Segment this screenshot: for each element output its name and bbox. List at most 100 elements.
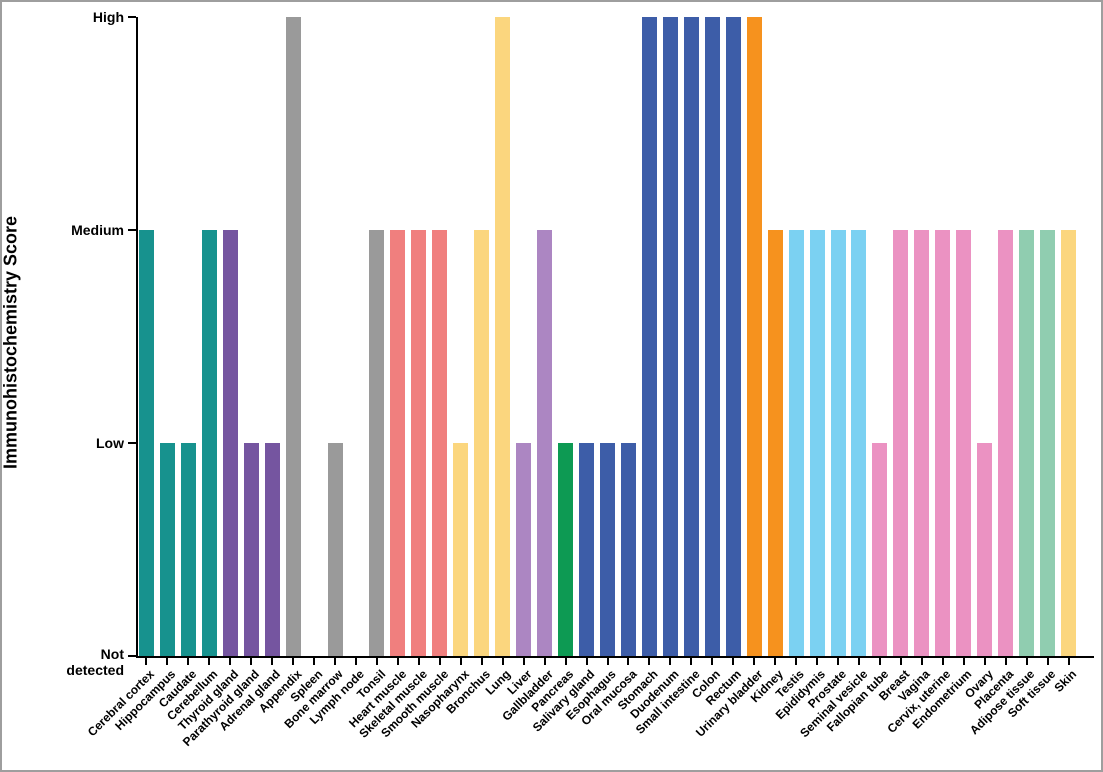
- x-tick: [627, 658, 630, 665]
- bar-smooth-muscle: [432, 230, 448, 656]
- bar-salivary-gland: [579, 443, 595, 656]
- x-tick: [857, 658, 860, 665]
- x-tick: [501, 658, 504, 665]
- x-tick: [1004, 658, 1007, 665]
- bar-bronchus: [474, 230, 490, 656]
- bar-cerebellum: [201, 230, 217, 656]
- y-tick: [128, 655, 136, 657]
- x-tick: [774, 658, 777, 665]
- bar-appendix: [285, 17, 301, 656]
- x-tick: [292, 658, 295, 665]
- y-tick: [128, 442, 136, 444]
- y-tick-label: High: [92, 8, 124, 25]
- x-tick: [564, 658, 567, 665]
- bar-duodenum: [662, 17, 678, 656]
- bar-skeletal-muscle: [411, 230, 427, 656]
- x-tick: [166, 658, 169, 665]
- bar-bone-marrow: [327, 443, 343, 656]
- bar-tonsil: [369, 230, 385, 656]
- bar-colon: [704, 17, 720, 656]
- x-tick: [313, 658, 316, 665]
- bar-heart-muscle: [390, 230, 406, 656]
- bar-rectum: [725, 17, 741, 656]
- bar-small-intestine: [683, 17, 699, 656]
- x-tick: [229, 658, 232, 665]
- bar-seminal-vesicle: [851, 230, 867, 656]
- x-tick: [187, 658, 190, 665]
- x-tick: [355, 658, 358, 665]
- x-tick: [899, 658, 902, 665]
- bar-epididymis: [809, 230, 825, 656]
- x-tick: [941, 658, 944, 665]
- y-tick: [128, 16, 136, 18]
- bar-placenta: [998, 230, 1014, 656]
- bar-nasopharynx: [453, 443, 469, 656]
- bar-soft-tissue: [1040, 230, 1056, 656]
- x-tick: [145, 658, 148, 665]
- x-tick: [543, 658, 546, 665]
- x-tick: [1025, 658, 1028, 665]
- y-tick-label: Low: [96, 434, 124, 451]
- bar-pancreas: [558, 443, 574, 656]
- bar-vagina: [914, 230, 930, 656]
- y-axis-title: Immunohistochemistry Score: [0, 215, 21, 470]
- bar-hippocampus: [159, 443, 175, 656]
- bar-adipose-tissue: [1019, 230, 1035, 656]
- x-tick: [271, 658, 274, 665]
- x-tick: [816, 658, 819, 665]
- x-tick: [711, 658, 714, 665]
- x-tick: [250, 658, 253, 665]
- x-tick-label: Skin: [1051, 667, 1080, 695]
- x-tick: [375, 658, 378, 665]
- x-tick: [438, 658, 441, 665]
- bar-endometrium: [956, 230, 972, 656]
- x-tick: [690, 658, 693, 665]
- y-axis-line: [136, 17, 138, 658]
- bar-esophagus: [600, 443, 615, 656]
- bar-parathyroid-gland: [243, 443, 259, 656]
- x-tick: [480, 658, 483, 665]
- x-tick: [837, 658, 839, 665]
- bar-thyroid-gland: [222, 230, 238, 656]
- y-tick-label: Not detected: [66, 645, 124, 678]
- x-tick: [1046, 658, 1049, 665]
- bar-stomach: [641, 17, 657, 656]
- bar-ovary: [977, 443, 993, 656]
- bar-lung: [495, 17, 511, 656]
- x-tick: [983, 658, 986, 665]
- y-tick-label: Medium: [71, 221, 124, 238]
- x-tick: [795, 658, 798, 665]
- bar-adrenal-gland: [264, 443, 280, 656]
- x-tick: [417, 658, 420, 665]
- bar-breast: [893, 230, 909, 656]
- x-tick: [606, 658, 609, 665]
- x-tick: [459, 658, 462, 665]
- x-tick: [920, 658, 923, 665]
- x-tick: [396, 658, 399, 665]
- bar-prostate: [830, 230, 846, 656]
- x-tick: [1067, 658, 1070, 665]
- bar-gallbladder: [537, 230, 553, 656]
- x-tick: [648, 658, 651, 665]
- y-tick: [128, 229, 136, 231]
- bar-urinary-bladder: [746, 17, 762, 656]
- bar-oral-mucosa: [620, 443, 636, 656]
- x-tick: [334, 658, 337, 665]
- x-tick: [669, 658, 672, 665]
- x-tick: [962, 658, 965, 665]
- x-tick: [522, 658, 525, 665]
- x-tick: [585, 658, 588, 665]
- x-tick: [208, 658, 211, 665]
- bar-caudate: [180, 443, 196, 656]
- bar-skin: [1061, 230, 1077, 656]
- bar-liver: [516, 443, 532, 656]
- x-tick: [732, 658, 735, 665]
- bar-fallopian-tube: [872, 443, 888, 656]
- x-axis-line: [136, 656, 1094, 658]
- bar-cervix-uterine: [935, 230, 951, 656]
- bar-cerebral-cortex: [138, 230, 154, 656]
- x-tick: [753, 658, 756, 665]
- bar-kidney: [767, 230, 783, 656]
